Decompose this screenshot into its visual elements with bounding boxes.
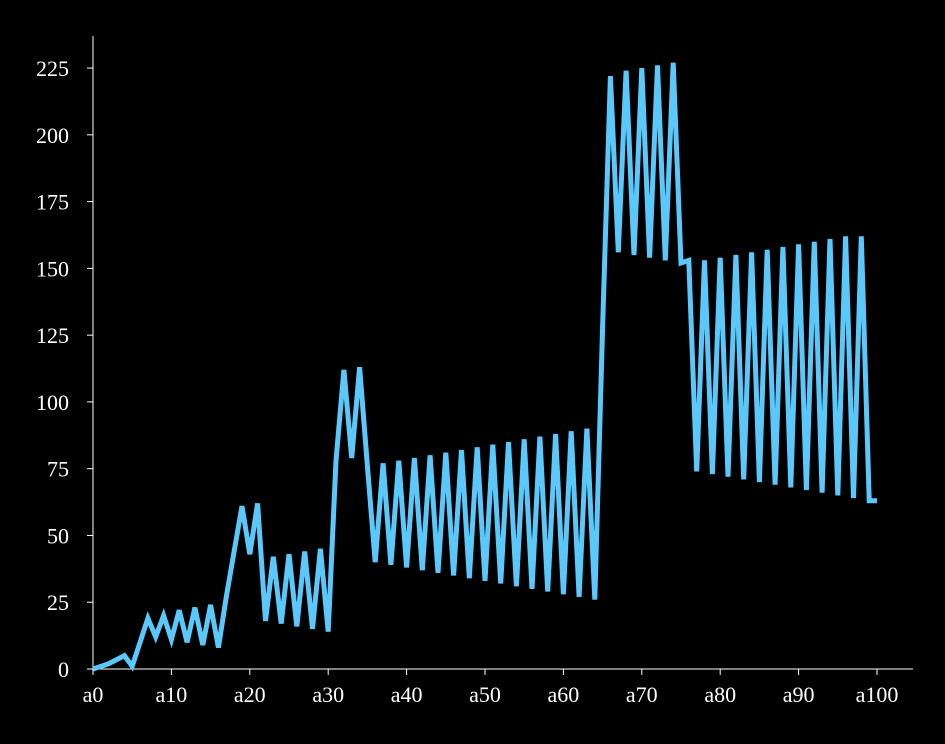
x-tick-label: a80 xyxy=(704,682,736,707)
x-tick-label: a50 xyxy=(469,682,501,707)
y-axis: 0 25 50 75 100 125 150 175 200 225 xyxy=(36,36,94,682)
y-tick-label: 100 xyxy=(36,390,69,415)
x-tick-label: a70 xyxy=(626,682,658,707)
y-tick-label: 75 xyxy=(47,457,69,482)
x-tick-label: a30 xyxy=(312,682,344,707)
x-tick-label: a90 xyxy=(783,682,815,707)
y-tick-label: 150 xyxy=(36,256,69,281)
y-tick-label: 125 xyxy=(36,323,69,348)
y-tick-label: 175 xyxy=(36,190,69,215)
x-axis: a0 a10 a20 a30 a40 a50 a60 a70 a80 a90 a100 xyxy=(83,668,913,707)
x-tick-label: a20 xyxy=(234,682,266,707)
y-tick-label: 50 xyxy=(47,523,69,548)
y-tick-label: 0 xyxy=(58,657,69,682)
x-tick-label: a10 xyxy=(156,682,188,707)
x-tick-label: a40 xyxy=(391,682,423,707)
y-tick-label: 200 xyxy=(36,123,69,148)
x-tick-label: a60 xyxy=(548,682,580,707)
series-line xyxy=(92,62,877,672)
y-tick-label: 25 xyxy=(47,590,69,615)
y-tick-label: 225 xyxy=(36,56,69,81)
x-tick-label: a0 xyxy=(83,682,104,707)
x-tick-label: a100 xyxy=(856,682,899,707)
